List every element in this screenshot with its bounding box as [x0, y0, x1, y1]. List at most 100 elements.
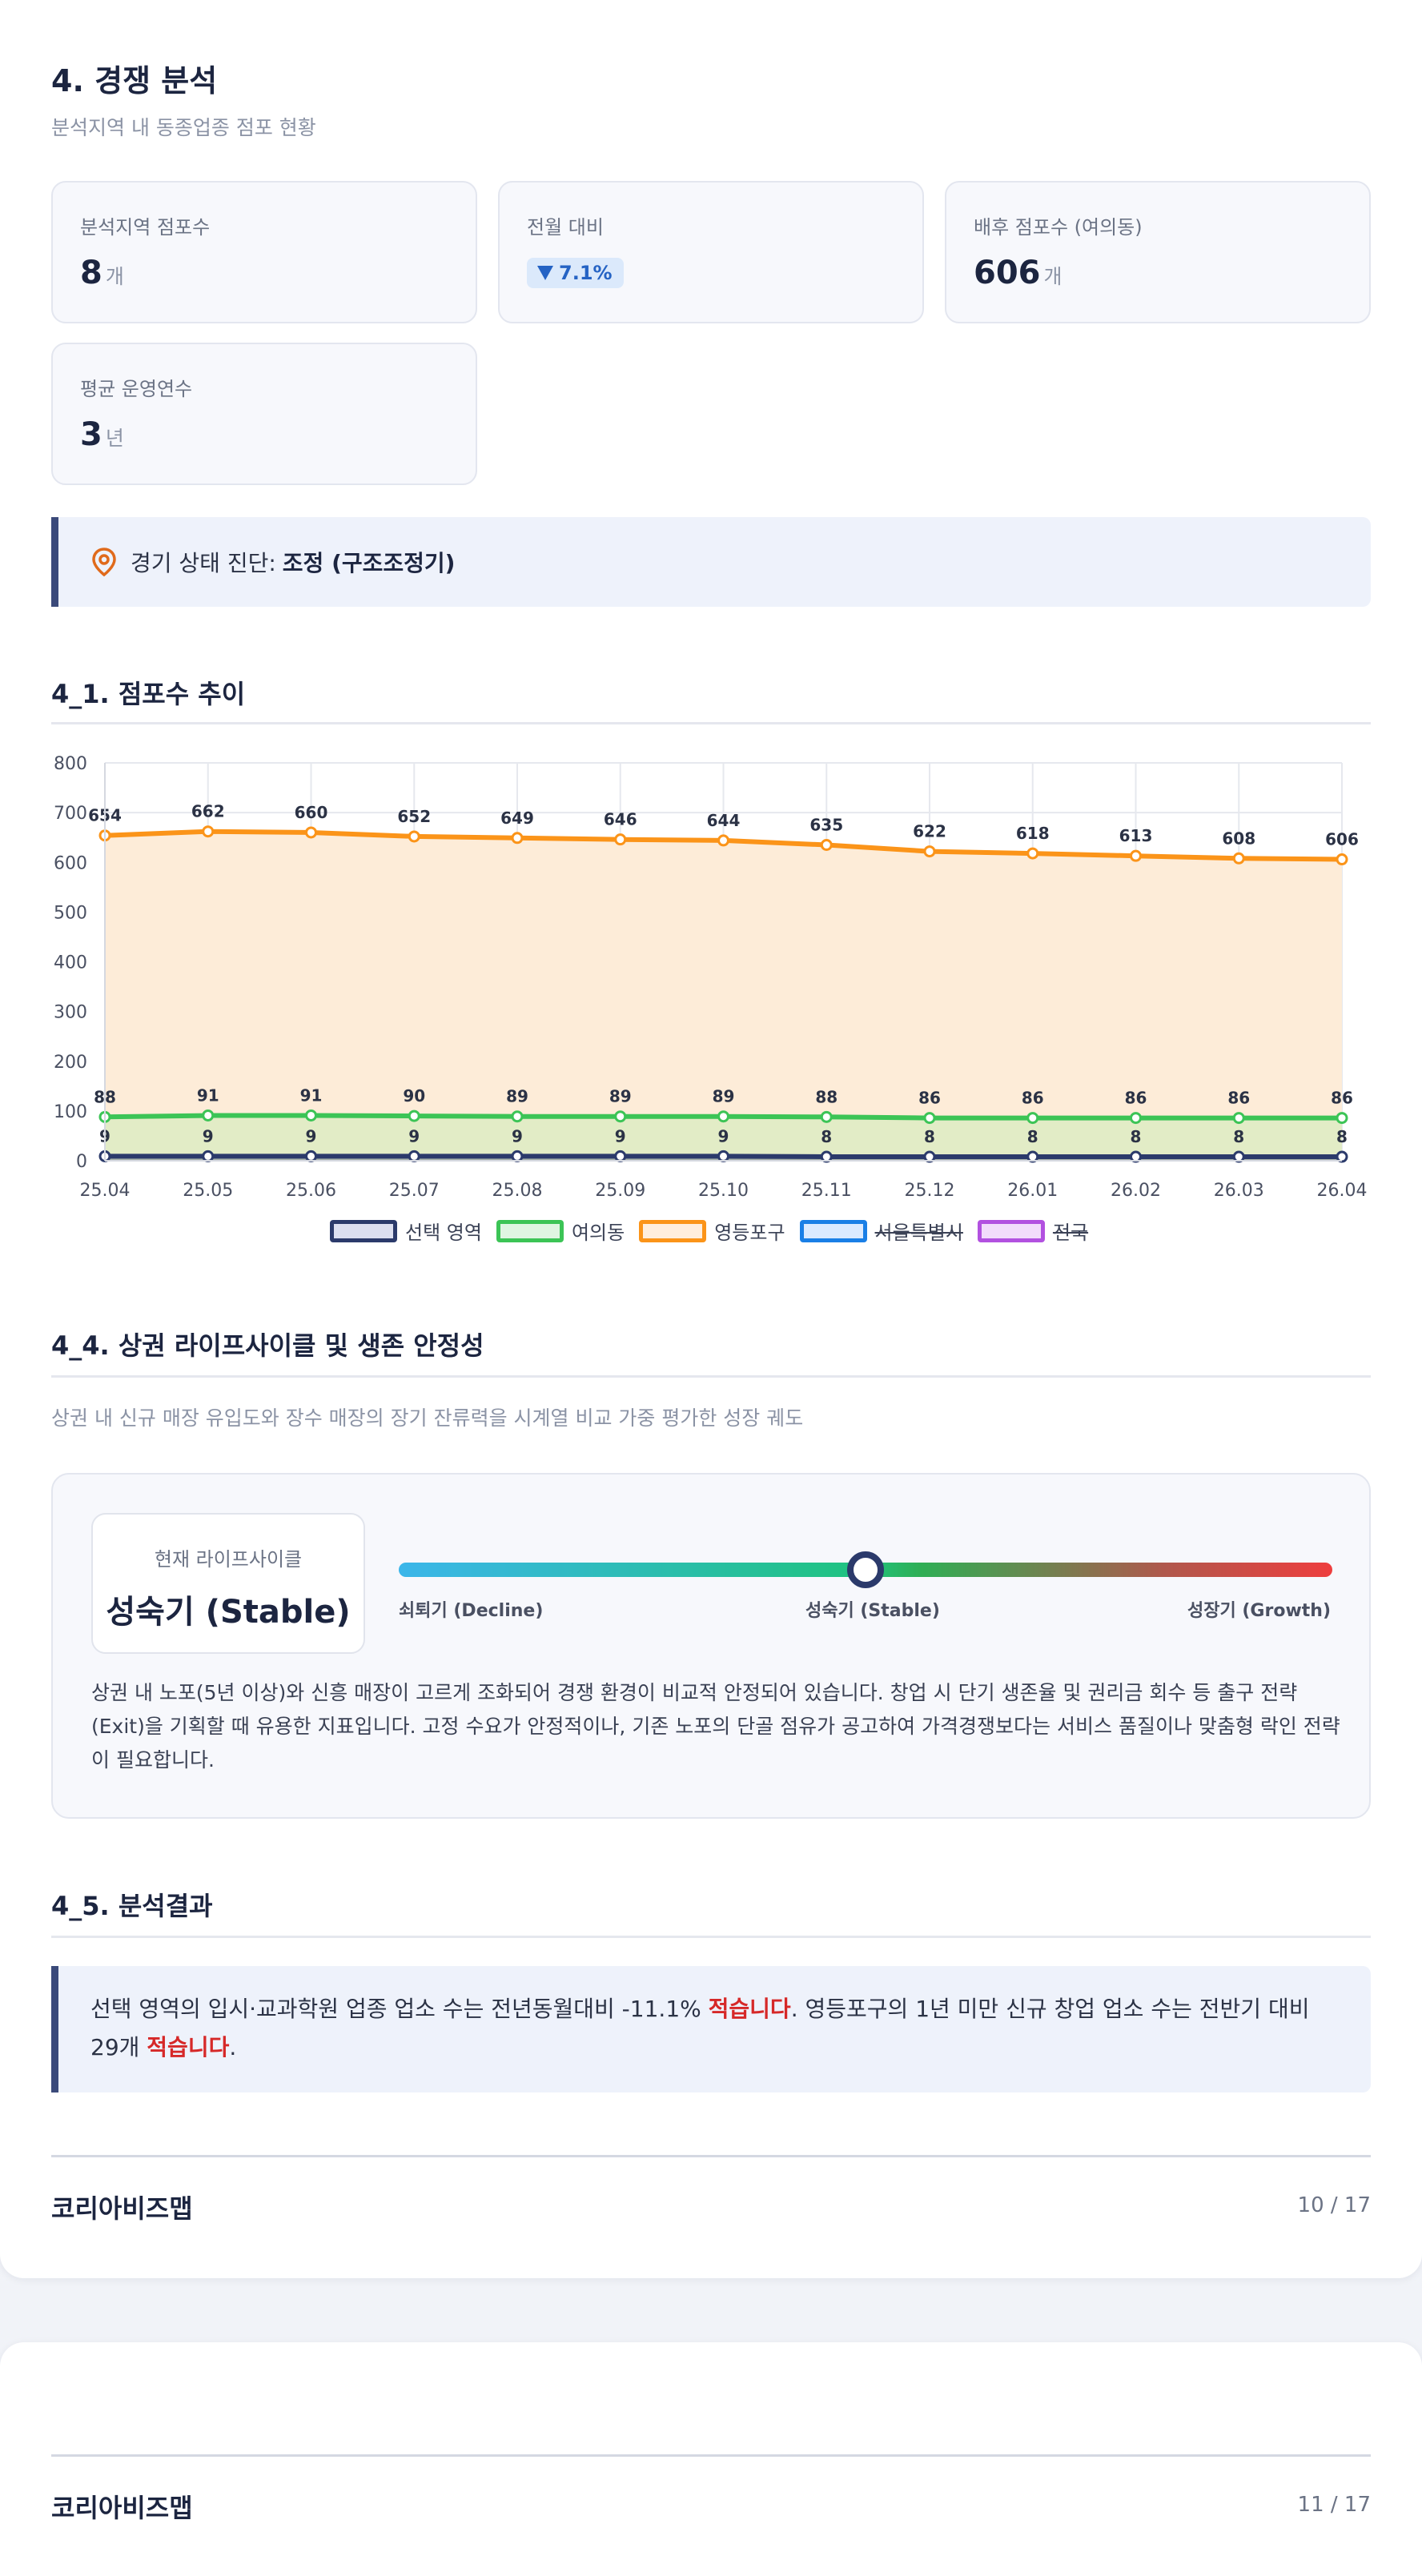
data-label: 86	[1227, 1089, 1250, 1108]
series-area	[105, 1115, 1342, 1161]
report-page-10: 4. 경쟁 분석 분석지역 내 동종업종 점포 현황 분석지역 점포수 8 개 …	[0, 0, 1422, 2278]
data-point	[614, 833, 627, 846]
diagnosis-label: 경기 상태 진단:	[131, 550, 276, 576]
legend-item-yeoui[interactable]: 여의동	[496, 1217, 625, 1245]
x-tick-label: 26.04	[1317, 1181, 1368, 1201]
data-label: 8	[1336, 1127, 1348, 1146]
section-subtitle: 분석지역 내 동종업종 점포 현황	[51, 116, 316, 139]
data-point	[614, 1150, 627, 1162]
x-tick-label: 25.06	[286, 1181, 336, 1201]
data-point	[820, 1150, 833, 1163]
data-point	[717, 834, 729, 847]
legend-swatch	[639, 1219, 707, 1242]
data-point	[305, 826, 317, 839]
data-label: 613	[1119, 826, 1153, 845]
data-point	[1336, 1150, 1348, 1163]
data-point	[1232, 1112, 1245, 1125]
stat-label: 평균 운영연수	[80, 378, 193, 400]
x-tick-label: 25.07	[389, 1181, 440, 1201]
map-pin-icon	[92, 548, 116, 577]
data-point	[1026, 1112, 1039, 1125]
page-number: 10 / 17	[1297, 2193, 1371, 2217]
y-tick-label: 600	[54, 853, 87, 873]
change-badge: 7.1%	[527, 258, 624, 288]
x-tick-label: 25.11	[801, 1181, 852, 1201]
data-point	[1130, 1150, 1142, 1163]
y-tick-label: 100	[54, 1102, 87, 1122]
data-label: 9	[718, 1126, 729, 1146]
data-point	[202, 1109, 215, 1121]
data-point	[202, 1150, 215, 1162]
report-page-11: 코리아비즈맵 11 / 17	[0, 2342, 1422, 2576]
stat-value: 3	[80, 416, 102, 453]
data-label: 86	[1022, 1089, 1044, 1108]
legend-label: 전국	[1052, 1222, 1089, 1244]
data-point	[511, 1150, 524, 1162]
data-point	[1026, 1150, 1039, 1163]
current-lifecycle-label: 현재 라이프사이클	[154, 1548, 303, 1571]
data-point	[820, 1110, 833, 1123]
data-point	[1130, 1112, 1142, 1125]
result-text: .	[229, 2034, 237, 2060]
y-tick-label: 500	[54, 903, 87, 923]
stat-label: 분석지역 점포수	[80, 216, 211, 239]
data-label: 635	[809, 816, 843, 835]
x-tick-label: 26.02	[1111, 1181, 1161, 1201]
data-point	[1026, 847, 1039, 860]
current-lifecycle-value: 성숙기 (Stable)	[106, 1594, 351, 1631]
legend-label: 서울특별시	[874, 1222, 963, 1244]
data-label: 8	[821, 1127, 832, 1146]
current-lifecycle-card: 현재 라이프사이클 성숙기 (Stable)	[91, 1513, 365, 1654]
stat-card-background-stores: 배후 점포수 (여의동) 606 개	[945, 181, 1371, 323]
footer-divider	[51, 2155, 1371, 2157]
legend-item-selected-area[interactable]: 선택 영역	[330, 1217, 482, 1245]
data-label: 618	[1016, 824, 1050, 843]
data-label: 90	[403, 1086, 425, 1105]
data-point	[408, 1109, 420, 1122]
data-point	[717, 1110, 729, 1123]
data-label: 646	[604, 810, 637, 829]
data-label: 9	[615, 1126, 626, 1146]
data-point	[1130, 849, 1142, 862]
result-emphasis: 적습니다	[147, 2034, 230, 2060]
store-trend-chart: 654 662 660 652 649 646 644 635 622 618 613 608 6068…	[54, 754, 1368, 1201]
x-tick-label: 26.01	[1007, 1181, 1058, 1201]
data-label: 8	[1233, 1127, 1244, 1146]
data-label: 649	[500, 809, 534, 828]
data-label: 9	[408, 1126, 420, 1146]
y-tick-label: 200	[54, 1053, 87, 1073]
data-label: 89	[506, 1087, 528, 1106]
data-label: 9	[512, 1126, 523, 1146]
data-label: 9	[203, 1126, 214, 1146]
section-title: 4. 경쟁 분석	[51, 63, 218, 98]
data-point	[202, 825, 215, 838]
y-tick-label: 400	[54, 953, 87, 973]
legend-swatch	[799, 1219, 867, 1242]
diagnosis-banner: 경기 상태 진단: 조정 (구조조정기)	[51, 517, 1371, 607]
result-title: 4_5. 분석결과	[51, 1891, 213, 1921]
x-tick-label: 25.04	[80, 1181, 131, 1201]
result-summary: 선택 영역의 입시·교과학원 업종 업소 수는 전년동월대비 -11.1% 적습…	[51, 1966, 1371, 2092]
trend-title: 4_1. 점포수 추이	[51, 679, 246, 709]
data-point	[717, 1150, 729, 1162]
change-value: 7.1%	[559, 262, 613, 284]
data-label: 9	[306, 1126, 317, 1146]
data-label: 644	[707, 811, 741, 830]
data-point	[1232, 1150, 1245, 1163]
data-label: 89	[713, 1087, 735, 1106]
data-label: 91	[197, 1085, 219, 1105]
legend-item-seoul[interactable]: 서울특별시	[799, 1217, 963, 1245]
lifecycle-description: 상권 내 노포(5년 이상)와 신흥 매장이 고르게 조화되어 경쟁 환경이 비…	[91, 1681, 1340, 1772]
x-tick-label: 25.09	[595, 1181, 645, 1201]
data-label: 606	[1325, 830, 1359, 849]
data-label: 86	[918, 1089, 941, 1108]
data-label: 88	[815, 1087, 838, 1106]
divider	[51, 1936, 1371, 1938]
lifecycle-gauge-knob	[847, 1551, 884, 1588]
data-point	[408, 830, 420, 843]
stat-unit: 개	[1043, 265, 1062, 288]
legend-item-yeongdeungpo[interactable]: 영등포구	[639, 1217, 785, 1245]
legend-item-national[interactable]: 전국	[977, 1217, 1089, 1245]
data-label: 8	[1131, 1127, 1142, 1146]
divider	[51, 1375, 1371, 1378]
